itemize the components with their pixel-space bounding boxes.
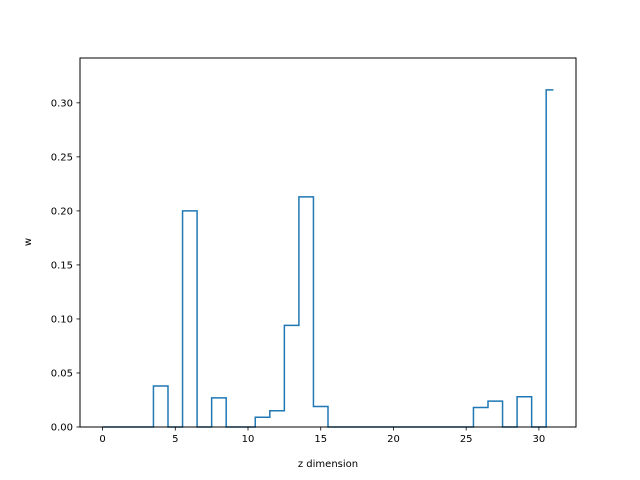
- x-tick-label: 20: [387, 434, 400, 445]
- plot-frame: [79, 57, 577, 428]
- series-step-line: [102, 89, 554, 428]
- x-tick-label: 15: [314, 434, 327, 445]
- y-tick-label: 0.30: [51, 98, 73, 109]
- x-tick-label: 30: [533, 434, 546, 445]
- y-tick-label: 0.10: [51, 314, 73, 325]
- x-tick-label: 5: [172, 434, 178, 445]
- y-axis: 0.00 0.05 0.10 0.15 0.20 0.25 0.30: [51, 98, 80, 434]
- y-tick-label: 0.25: [51, 152, 73, 163]
- x-tick-label: 10: [242, 434, 255, 445]
- x-tick-label: 0: [99, 434, 105, 445]
- plot-area: [102, 89, 554, 428]
- y-tick-label: 0.00: [51, 423, 73, 434]
- x-axis: 0 5 10 15 20 25 30: [99, 427, 545, 445]
- y-tick-label: 0.15: [51, 260, 73, 271]
- y-tick-label: 0.20: [51, 206, 73, 217]
- y-axis-label: w: [23, 238, 34, 246]
- x-tick-label: 25: [460, 434, 473, 445]
- y-tick-label: 0.05: [51, 368, 73, 379]
- x-axis-label: z dimension: [298, 459, 358, 470]
